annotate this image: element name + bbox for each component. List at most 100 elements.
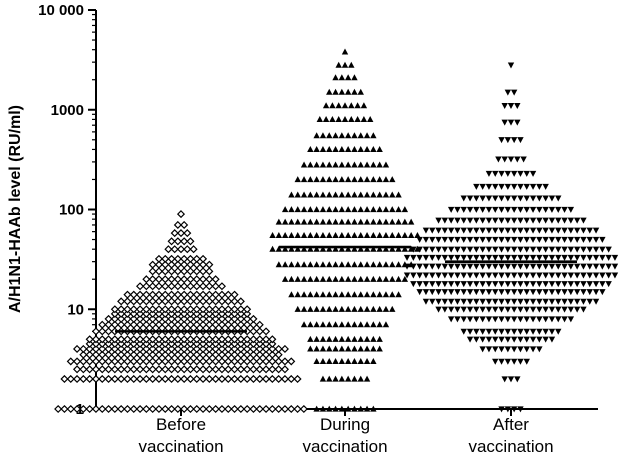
- data-point: [435, 281, 442, 288]
- data-point: [376, 305, 383, 312]
- data-point: [407, 231, 415, 238]
- data-point: [154, 339, 163, 348]
- data-point: [573, 217, 581, 224]
- data-point: [357, 161, 364, 168]
- data-point: [217, 320, 226, 329]
- data-point: [454, 263, 461, 270]
- data-point: [341, 102, 349, 109]
- data-point: [148, 335, 157, 344]
- data-point: [192, 305, 201, 314]
- data-point: [529, 206, 537, 213]
- data-point: [344, 275, 352, 282]
- data-point: [332, 191, 339, 198]
- data-point: [454, 272, 461, 279]
- y-tick-label: 100: [59, 202, 84, 219]
- data-point: [414, 231, 421, 238]
- data-point: [255, 365, 264, 374]
- data-point: [211, 357, 220, 366]
- data-point: [517, 206, 524, 213]
- data-point: [154, 374, 163, 384]
- data-point: [498, 298, 505, 305]
- data-point: [154, 282, 163, 291]
- data-point: [262, 344, 271, 353]
- data-point: [192, 357, 201, 366]
- data-point: [243, 357, 252, 366]
- data-point: [510, 306, 518, 313]
- data-point: [523, 206, 530, 213]
- data-point: [548, 328, 556, 335]
- data-point: [262, 339, 271, 348]
- data-point: [319, 275, 327, 282]
- data-point: [98, 320, 107, 329]
- data-point: [319, 161, 327, 168]
- data-point: [363, 261, 371, 268]
- data-point: [351, 231, 358, 238]
- data-point: [498, 358, 505, 365]
- data-point: [230, 305, 239, 314]
- data-point: [173, 339, 182, 348]
- data-point: [224, 290, 233, 299]
- data-point: [136, 335, 145, 344]
- data-point: [104, 327, 113, 336]
- data-point: [492, 336, 499, 343]
- data-point: [422, 227, 430, 234]
- data-point: [136, 404, 145, 414]
- data-point: [479, 263, 486, 270]
- data-point: [268, 357, 277, 366]
- data-point: [389, 191, 396, 198]
- data-point: [492, 217, 499, 224]
- data-point: [319, 335, 327, 342]
- data-point: [154, 309, 163, 318]
- data-point: [460, 254, 467, 261]
- data-point: [192, 297, 201, 306]
- data-point: [129, 297, 138, 306]
- data-point: [351, 345, 358, 352]
- data-point: [517, 254, 524, 261]
- data-point: [441, 246, 449, 253]
- data-point: [249, 327, 258, 336]
- data-point: [85, 344, 94, 353]
- data-point: [224, 309, 233, 318]
- data-point: [186, 339, 195, 348]
- data-point: [307, 305, 314, 312]
- data-point: [154, 275, 163, 284]
- data-point: [523, 289, 530, 296]
- data-point: [363, 275, 371, 282]
- data-point: [485, 298, 493, 305]
- data-point: [507, 156, 515, 163]
- data-point: [611, 254, 619, 261]
- data-point: [389, 231, 396, 238]
- data-point: [370, 335, 377, 342]
- data-point: [504, 289, 512, 296]
- data-point: [268, 339, 277, 348]
- data-point: [332, 74, 339, 81]
- data-point: [230, 344, 239, 353]
- data-point: [205, 350, 214, 359]
- data-point: [401, 206, 409, 213]
- data-point: [110, 344, 119, 353]
- data-point: [123, 297, 132, 306]
- data-point: [129, 290, 138, 299]
- data-point: [435, 254, 442, 261]
- data-point: [429, 289, 436, 296]
- data-point: [338, 231, 346, 238]
- data-point: [186, 267, 195, 276]
- data-point: [98, 374, 107, 384]
- data-point: [98, 327, 107, 336]
- data-point: [294, 206, 301, 213]
- data-point: [142, 290, 151, 299]
- data-point: [395, 245, 402, 252]
- data-point: [338, 218, 346, 225]
- data-point: [307, 146, 314, 153]
- data-point: [85, 339, 94, 348]
- data-point: [382, 191, 390, 198]
- data-point: [142, 320, 151, 329]
- data-point: [460, 217, 467, 224]
- data-point: [142, 350, 151, 359]
- data-point: [357, 358, 364, 365]
- data-point: [407, 218, 415, 225]
- data-point: [498, 346, 505, 353]
- data-point: [192, 254, 201, 263]
- data-point: [529, 254, 537, 261]
- data-point: [129, 305, 138, 314]
